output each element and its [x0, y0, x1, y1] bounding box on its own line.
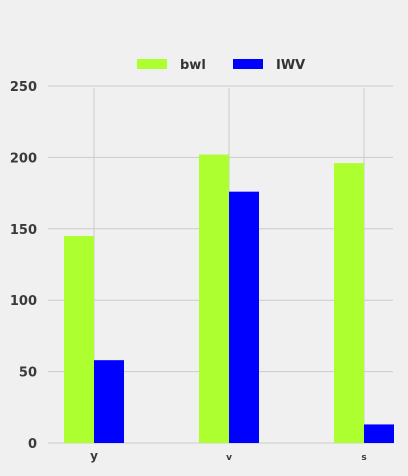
bars	[64, 154, 394, 443]
legend: bwl IWV	[137, 58, 305, 73]
y-tick-label: 150	[10, 223, 37, 238]
legend-label-bwl: bwl	[180, 58, 206, 73]
bar-bwl-y	[64, 235, 94, 443]
y-tick-label: 250	[10, 80, 37, 95]
y-tick-label: 200	[10, 151, 37, 166]
bar-bwl-v	[199, 154, 229, 443]
bar-IWV-v	[229, 191, 259, 443]
x-tick-label: v	[226, 453, 232, 463]
y-tick-label: 100	[10, 294, 37, 309]
x-tick-label: y	[90, 449, 98, 463]
legend-swatch-IWV	[233, 59, 263, 69]
legend-label-IWV: IWV	[276, 58, 305, 73]
y-tick-label: 50	[19, 366, 37, 381]
x-tick-label: s	[361, 453, 366, 463]
bar-IWV-s	[364, 424, 394, 443]
y-axis-tick-labels: 0 50 100 150 200 250	[10, 80, 37, 452]
legend-swatch-bwl	[137, 59, 167, 69]
bar-bwl-s	[334, 163, 364, 443]
bar-IWV-y	[94, 360, 124, 443]
y-tick-label: 0	[28, 437, 37, 452]
